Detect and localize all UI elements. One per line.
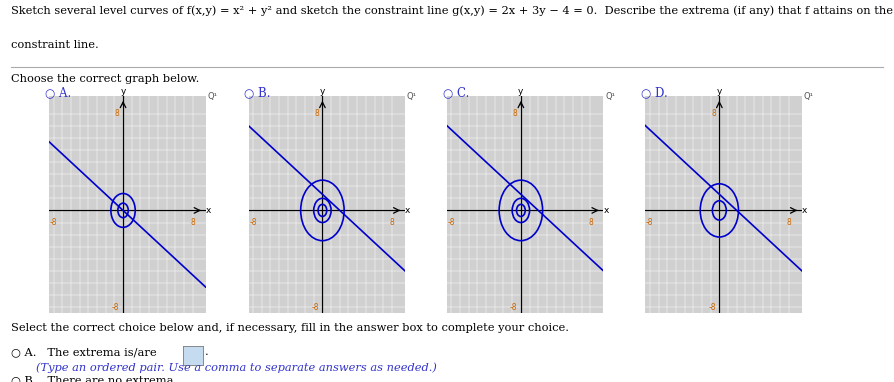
Text: 8: 8	[787, 218, 791, 227]
Text: Choose the correct graph below.: Choose the correct graph below.	[11, 74, 199, 84]
Text: -8: -8	[112, 303, 120, 312]
Text: x: x	[405, 206, 410, 215]
Text: -8: -8	[448, 218, 455, 227]
Text: 8: 8	[314, 109, 319, 118]
Text: .: .	[205, 347, 208, 357]
Text: -8: -8	[708, 303, 716, 312]
Text: 8: 8	[114, 109, 120, 118]
Text: ○ B.: ○ B.	[244, 86, 271, 99]
Text: -8: -8	[50, 218, 57, 227]
Text: Q¹: Q¹	[407, 92, 417, 101]
Text: constraint line.: constraint line.	[11, 40, 98, 50]
Text: Q¹: Q¹	[207, 92, 217, 101]
Text: -8: -8	[249, 218, 257, 227]
Text: y: y	[717, 86, 722, 96]
Text: x: x	[802, 206, 807, 215]
Text: -8: -8	[510, 303, 518, 312]
Text: Q¹: Q¹	[605, 92, 615, 101]
Text: ○ C.: ○ C.	[443, 86, 469, 99]
Text: 8: 8	[588, 218, 593, 227]
Text: x: x	[206, 206, 211, 215]
Text: x: x	[603, 206, 609, 215]
Text: (Type an ordered pair. Use a comma to separate answers as needed.): (Type an ordered pair. Use a comma to se…	[36, 362, 436, 373]
Text: Select the correct choice below and, if necessary, fill in the answer box to com: Select the correct choice below and, if …	[11, 323, 569, 333]
Text: ○ D.: ○ D.	[641, 86, 668, 99]
Text: y: y	[320, 86, 325, 96]
Text: 8: 8	[711, 109, 716, 118]
Text: ○ A.   The extrema is/are: ○ A. The extrema is/are	[11, 347, 156, 357]
Text: 8: 8	[512, 109, 518, 118]
Text: 8: 8	[390, 218, 394, 227]
Text: y: y	[121, 86, 126, 96]
Text: Q¹: Q¹	[804, 92, 814, 101]
Text: -8: -8	[311, 303, 319, 312]
Text: ○ B.   There are no extrema.: ○ B. There are no extrema.	[11, 375, 177, 382]
Text: -8: -8	[646, 218, 654, 227]
Text: 8: 8	[190, 218, 195, 227]
Text: y: y	[519, 86, 524, 96]
Text: ○ A.: ○ A.	[45, 86, 71, 99]
Text: Sketch several level curves of f(x,y) = x² + y² and sketch the constraint line g: Sketch several level curves of f(x,y) = …	[11, 6, 893, 16]
